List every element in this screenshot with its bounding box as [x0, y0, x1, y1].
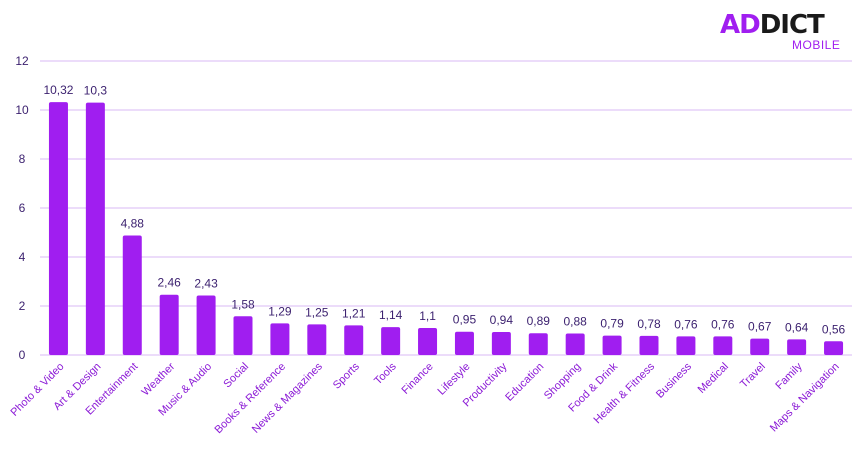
y-tick-label: 8	[19, 152, 26, 166]
y-tick-label: 0	[19, 348, 26, 362]
bar	[454, 331, 474, 355]
bar	[639, 335, 659, 355]
category-label: Tools	[372, 360, 399, 387]
bar	[824, 341, 844, 355]
y-tick-label: 10	[15, 103, 29, 117]
bar	[233, 316, 253, 355]
logo-wordmark-prefix: AD	[720, 10, 761, 40]
value-label: 0,64	[785, 320, 809, 334]
value-labels: 10,32 10,3 4,88 2,46 2,43 1,58 1,29 1,25 1,21 1,1…	[43, 83, 845, 336]
value-label: 1,14	[379, 308, 403, 322]
bar	[85, 102, 105, 356]
value-label: 0,76	[674, 317, 698, 331]
category-label: Finance	[400, 361, 436, 397]
category-label: Travel	[738, 361, 768, 391]
value-label: 1,58	[231, 297, 255, 311]
category-label: Lifestyle	[436, 361, 473, 398]
value-label: 0,89	[527, 314, 551, 328]
bar	[159, 294, 179, 355]
y-tick-label: 2	[19, 299, 26, 313]
category-label: Weather	[140, 360, 178, 398]
value-label: 1,21	[342, 306, 366, 320]
bar	[270, 323, 290, 355]
bar	[122, 235, 142, 355]
category-label: Business	[654, 360, 694, 400]
category-label: Sports	[331, 360, 362, 391]
category-label: Family	[773, 360, 805, 392]
category-label: Education	[503, 361, 546, 404]
y-axis-ticks: 0 2 4 6 8 10 12	[15, 54, 29, 362]
bar	[381, 327, 401, 355]
bar	[307, 324, 327, 355]
category-label: Books & Reference	[213, 361, 289, 437]
value-label: 0,76	[711, 317, 735, 331]
value-label: 2,43	[194, 276, 218, 290]
value-label: 0,95	[453, 313, 477, 327]
bar	[713, 336, 733, 355]
value-label: 2,46	[158, 276, 182, 290]
bar	[528, 333, 548, 355]
category-label: News & Magazines	[250, 360, 325, 435]
bar	[750, 338, 770, 355]
category-label: Maps & Navigation	[768, 361, 842, 435]
value-label: 0,88	[564, 314, 588, 328]
value-label: 10,32	[43, 83, 73, 97]
value-label: 1,29	[268, 304, 292, 318]
addict-mobile-logo: ADDICT MOBILE	[720, 8, 850, 56]
category-label: Social	[221, 361, 251, 391]
bar	[602, 335, 622, 355]
value-label: 4,88	[121, 216, 145, 230]
value-label: 0,56	[822, 322, 846, 336]
value-label: 0,94	[490, 313, 514, 327]
value-label: 0,79	[600, 317, 624, 331]
value-label: 0,67	[748, 320, 772, 334]
bar	[491, 331, 511, 355]
y-tick-label: 6	[19, 201, 26, 215]
bar	[196, 295, 216, 355]
value-label: 1,1	[419, 309, 436, 323]
value-label: 10,3	[84, 84, 108, 98]
y-tick-label: 4	[19, 250, 26, 264]
value-label: 1,25	[305, 305, 329, 319]
bar	[676, 336, 696, 355]
bar	[48, 102, 68, 355]
bar	[787, 339, 807, 355]
category-label: Medical	[696, 361, 731, 396]
bar	[418, 328, 438, 355]
chart-bars	[48, 102, 844, 356]
logo-wordmark: ADDICT	[720, 8, 825, 42]
value-label: 0,78	[637, 317, 661, 331]
logo-wordmark-suffix: DICT	[759, 10, 825, 40]
bar	[344, 325, 364, 355]
bar	[565, 333, 585, 355]
logo-subtitle: MOBILE	[792, 38, 841, 52]
y-tick-label: 12	[15, 54, 29, 68]
